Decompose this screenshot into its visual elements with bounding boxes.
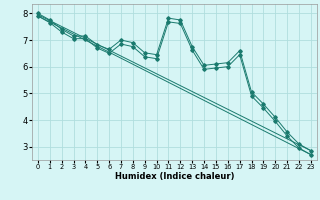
X-axis label: Humidex (Indice chaleur): Humidex (Indice chaleur) — [115, 172, 234, 181]
